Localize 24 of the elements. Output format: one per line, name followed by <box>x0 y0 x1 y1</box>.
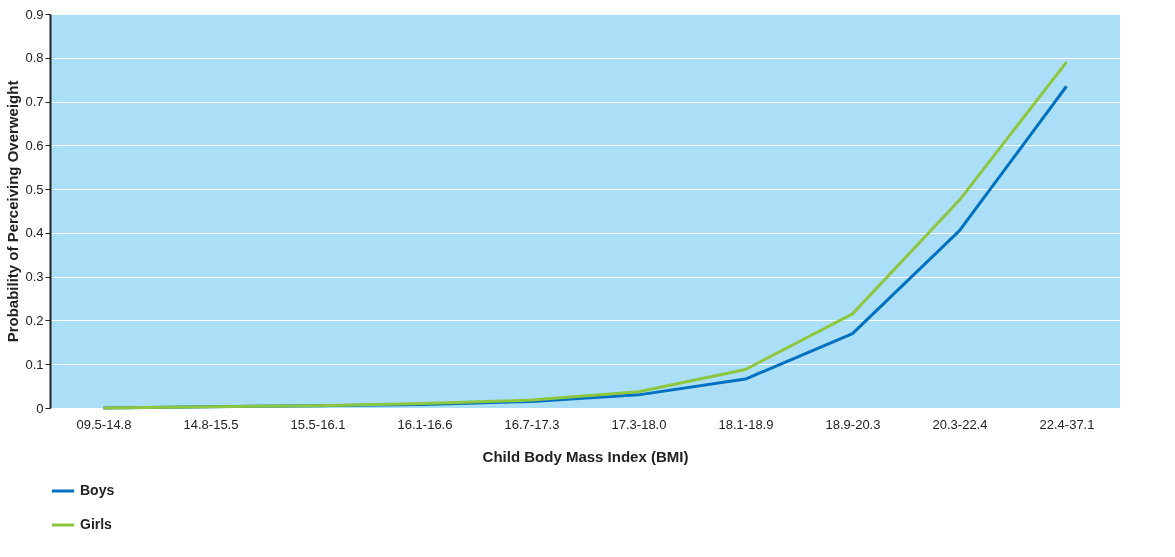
y-tick-label: 0.7 <box>25 94 44 110</box>
x-tick-label: 20.3-22.4 <box>932 416 988 432</box>
y-tick-label: 0.9 <box>25 6 44 22</box>
x-tick-label: 22.4-37.1 <box>1039 416 1095 432</box>
y-tick-label: 0.5 <box>25 181 44 197</box>
y-tick-label: 0.1 <box>25 356 44 372</box>
y-axis-title: Probability of Perceiving Overweight <box>4 80 22 343</box>
y-tick-label: 0.8 <box>25 50 44 66</box>
legend-label: Boys <box>80 482 115 498</box>
x-tick-label: 15.5-16.1 <box>290 416 346 432</box>
legend-label: Girls <box>80 516 113 532</box>
x-tick-label: 09.5-14.8 <box>76 416 132 432</box>
y-tick-label: 0 <box>36 400 44 416</box>
x-tick-label: 18.9-20.3 <box>825 416 881 432</box>
y-tick-label: 0.4 <box>25 225 44 241</box>
y-tick-label: 0.2 <box>25 312 44 328</box>
y-tick-label: 0.3 <box>25 269 44 285</box>
x-axis-title: Child Body Mass Index (BMI) <box>482 447 689 465</box>
x-tick-label: 18.1-18.9 <box>718 416 774 432</box>
x-tick-label: 14.8-15.5 <box>183 416 239 432</box>
x-tick-label: 16.7-17.3 <box>504 416 560 432</box>
x-tick-label: 16.1-16.6 <box>397 416 453 432</box>
y-tick-label: 0.6 <box>25 137 44 153</box>
x-tick-label: 17.3-18.0 <box>611 416 667 432</box>
